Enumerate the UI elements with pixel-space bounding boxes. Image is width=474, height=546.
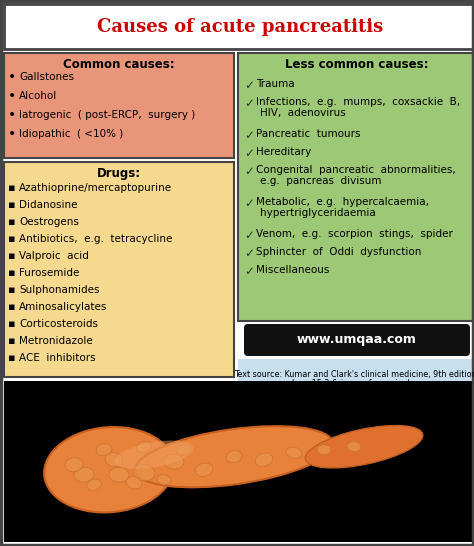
Text: ✓: ✓ [244, 79, 254, 92]
Text: ▪: ▪ [8, 251, 16, 261]
Text: ✓: ✓ [244, 197, 254, 210]
Text: Sphincter  of  Oddi  dysfunction: Sphincter of Oddi dysfunction [256, 247, 421, 257]
Text: ✓: ✓ [244, 147, 254, 160]
Ellipse shape [305, 425, 423, 468]
Text: Idiopathic  ( <10% ): Idiopathic ( <10% ) [19, 129, 123, 139]
Ellipse shape [109, 467, 129, 482]
FancyBboxPatch shape [4, 162, 234, 377]
Text: ✓: ✓ [244, 265, 254, 278]
Text: ▪: ▪ [8, 319, 16, 329]
Text: Metronidazole: Metronidazole [19, 336, 93, 346]
FancyBboxPatch shape [238, 53, 474, 321]
Text: box: 15.2 & image from pixabay: box: 15.2 & image from pixabay [292, 379, 422, 389]
Text: Furosemide: Furosemide [19, 268, 79, 278]
FancyBboxPatch shape [238, 359, 474, 397]
Text: e.g.  pancreas  divisum: e.g. pancreas divisum [260, 176, 382, 186]
Text: Metabolic,  e.g.  hypercalcaemia,: Metabolic, e.g. hypercalcaemia, [256, 197, 429, 207]
Ellipse shape [317, 444, 331, 455]
Text: ✓: ✓ [244, 229, 254, 242]
Ellipse shape [105, 453, 123, 467]
Ellipse shape [44, 427, 174, 513]
Text: ▪: ▪ [8, 353, 16, 363]
Text: Less common causes:: Less common causes: [285, 58, 429, 72]
Text: ▪: ▪ [8, 183, 16, 193]
Text: ▪: ▪ [8, 336, 16, 346]
Ellipse shape [177, 444, 191, 455]
Ellipse shape [87, 479, 101, 490]
Text: Corticosteroids: Corticosteroids [19, 319, 98, 329]
Text: Pancreatic  tumours: Pancreatic tumours [256, 129, 361, 139]
Text: Gallstones: Gallstones [19, 72, 74, 82]
Text: Causes of acute pancreatitis: Causes of acute pancreatitis [97, 17, 383, 35]
FancyBboxPatch shape [4, 381, 474, 542]
Text: hypertriglyceridaemia: hypertriglyceridaemia [260, 208, 376, 218]
Ellipse shape [126, 477, 142, 489]
Text: Alcohol: Alcohol [19, 91, 57, 101]
Ellipse shape [255, 453, 273, 466]
Ellipse shape [65, 458, 83, 472]
Text: Iatrogenic  ( post-ERCP,  surgery ): Iatrogenic ( post-ERCP, surgery ) [19, 110, 195, 120]
Text: ✓: ✓ [244, 165, 254, 178]
FancyBboxPatch shape [4, 53, 234, 158]
Ellipse shape [135, 426, 333, 487]
Ellipse shape [286, 447, 302, 459]
Text: ▪: ▪ [8, 200, 16, 210]
Text: Aminosalicylates: Aminosalicylates [19, 302, 108, 312]
Text: Didanosine: Didanosine [19, 200, 78, 210]
Text: Trauma: Trauma [256, 79, 295, 89]
Text: Drugs:: Drugs: [97, 168, 141, 181]
Text: ▪: ▪ [8, 268, 16, 278]
Ellipse shape [226, 450, 242, 463]
Ellipse shape [347, 442, 361, 452]
Text: •: • [8, 108, 16, 122]
Text: ▪: ▪ [8, 217, 16, 227]
Text: Hereditary: Hereditary [256, 147, 311, 157]
Ellipse shape [74, 467, 94, 482]
Text: ✓: ✓ [244, 129, 254, 142]
Text: ✓: ✓ [244, 247, 254, 260]
Ellipse shape [96, 444, 112, 456]
Text: www.umqaa.com: www.umqaa.com [297, 334, 417, 347]
Text: Oestrogens: Oestrogens [19, 217, 79, 227]
Ellipse shape [195, 463, 213, 477]
Text: Text source: Kumar and Clark's clinical medicine, 9th edition;: Text source: Kumar and Clark's clinical … [234, 370, 474, 378]
Text: Infections,  e.g.  mumps,  coxsackie  B,: Infections, e.g. mumps, coxsackie B, [256, 97, 460, 107]
Text: HIV,  adenovirus: HIV, adenovirus [260, 108, 346, 118]
Ellipse shape [133, 465, 155, 481]
Text: Common causes:: Common causes: [63, 58, 175, 72]
Text: •: • [8, 70, 16, 84]
Ellipse shape [157, 474, 171, 485]
Text: ▪: ▪ [8, 234, 16, 244]
Ellipse shape [164, 454, 184, 469]
Text: Congenital  pancreatic  abnormalities,: Congenital pancreatic abnormalities, [256, 165, 456, 175]
Text: Miscellaneous: Miscellaneous [256, 265, 329, 275]
FancyBboxPatch shape [244, 324, 470, 356]
Text: Azathioprine/mercaptopurine: Azathioprine/mercaptopurine [19, 183, 172, 193]
Text: •: • [8, 89, 16, 103]
FancyBboxPatch shape [4, 4, 474, 49]
Text: ✓: ✓ [244, 97, 254, 110]
Text: ACE  inhibitors: ACE inhibitors [19, 353, 96, 363]
Text: ▪: ▪ [8, 285, 16, 295]
Text: ▪: ▪ [8, 302, 16, 312]
Text: Antibiotics,  e.g.  tetracycline: Antibiotics, e.g. tetracycline [19, 234, 173, 244]
Text: Valproic  acid: Valproic acid [19, 251, 89, 261]
Text: Venom,  e.g.  scorpion  stings,  spider: Venom, e.g. scorpion stings, spider [256, 229, 453, 239]
Text: Sulphonamides: Sulphonamides [19, 285, 100, 295]
Ellipse shape [115, 441, 193, 469]
Text: •: • [8, 127, 16, 141]
Ellipse shape [137, 441, 151, 452]
